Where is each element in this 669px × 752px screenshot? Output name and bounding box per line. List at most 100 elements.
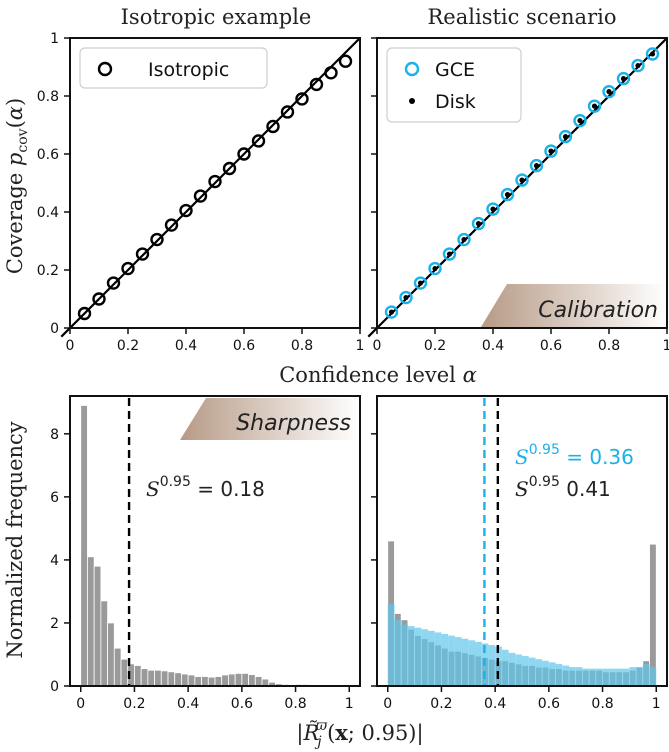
legend-box [79, 47, 268, 89]
bar-gce [508, 652, 516, 686]
y-tick-label: 0.2 [37, 263, 59, 279]
bar [147, 669, 155, 687]
point-gce [471, 216, 486, 231]
bar [134, 665, 142, 687]
point-gce [428, 261, 442, 276]
bar-gce [515, 654, 522, 686]
point-disk [591, 103, 598, 109]
x-tick-label: 0.8 [598, 338, 620, 354]
x-tick-label: 0.6 [540, 338, 562, 354]
bar-gce [548, 662, 556, 686]
point-disk [606, 89, 612, 95]
point-disk [417, 280, 424, 286]
y-tick-label: 0 [50, 679, 59, 695]
bar [241, 672, 249, 687]
point-isotropic [135, 247, 150, 261]
bar-gce [488, 645, 496, 686]
point-isotropic [121, 261, 135, 276]
point-disk [533, 163, 540, 169]
point-disk [548, 148, 554, 154]
bar [261, 678, 270, 687]
point-gce [529, 158, 544, 173]
bar-gce [589, 668, 596, 686]
point-isotropic [193, 189, 208, 203]
y-tick-label: 4 [50, 553, 59, 569]
point-gce [616, 71, 631, 86]
point-disk [388, 309, 395, 315]
x-tick-label: 0 [373, 338, 382, 354]
bar-gce [555, 663, 563, 686]
bar-gce [501, 649, 509, 686]
point-disk [475, 221, 482, 227]
bar-gce [629, 667, 637, 686]
x-tick-label: 0.8 [291, 338, 313, 354]
bar-gce [535, 659, 543, 686]
x-tick-label: 0 [383, 696, 392, 712]
x-tick-label: 1 [652, 696, 661, 712]
point-disk [490, 206, 496, 212]
legend-label: GCE [435, 59, 475, 81]
bar-gce [414, 627, 422, 686]
bar-gce [461, 638, 469, 686]
bar [194, 676, 202, 687]
point-disk [519, 177, 525, 183]
bar [221, 674, 229, 687]
point-isotropic [92, 292, 106, 306]
bottom-y-axis-label: Normalized frequency [3, 421, 27, 658]
x-tick-label: 0 [66, 338, 75, 354]
legend-marker [404, 61, 420, 77]
bar-gce [387, 604, 395, 686]
bar-gce [575, 667, 583, 686]
bar [160, 670, 169, 687]
point-isotropic [208, 174, 222, 189]
bar [214, 676, 223, 687]
bar [87, 556, 95, 687]
bar-gce [649, 667, 657, 686]
y-tick-label: 2 [50, 616, 59, 632]
y-tick-label: 6 [50, 490, 59, 506]
bar-gce [394, 619, 402, 686]
x-tick-label: 1 [345, 696, 354, 712]
point-isotropic [251, 134, 266, 148]
bar-gce [636, 667, 643, 686]
point-isotropic [309, 77, 324, 92]
panel-top-right: 0 0.2 0.4 0.6 0.8 1 GCE Disk Calibration [367, 37, 669, 354]
axes-frame [69, 37, 361, 329]
bar [207, 676, 216, 687]
x-tick-label: 0.2 [123, 696, 145, 712]
bar-gce [495, 646, 502, 686]
bar-gce [528, 657, 536, 686]
bar [254, 676, 263, 687]
axes-frame [69, 395, 361, 687]
bar [107, 622, 115, 687]
tag-sharpness: Sharpness [180, 398, 359, 440]
bar [187, 674, 196, 687]
point-disk [635, 62, 641, 69]
point-disk [403, 294, 409, 301]
bar-gce [582, 668, 590, 686]
tag-background [481, 284, 666, 327]
point-disk [504, 192, 511, 198]
point-gce [399, 290, 413, 305]
panel-top-left: 0 0.2 0.4 0.6 0.8 1 0 0.2 0.4 0.6 0.8 1 Isotropic [37, 31, 365, 354]
point-disk [620, 76, 627, 82]
bar-gce [568, 667, 576, 686]
point-gce [413, 276, 428, 290]
point-disk [562, 134, 569, 140]
bar [140, 668, 149, 687]
point-isotropic [77, 306, 92, 321]
bar-gce [642, 663, 650, 686]
x-tick-label: 0.4 [175, 338, 197, 354]
bar [154, 669, 162, 687]
point-isotropic [338, 54, 353, 68]
point-isotropic [222, 161, 237, 176]
bar-gce [522, 656, 529, 686]
sharpness-annotation: S0.95 = 0.18 [146, 474, 265, 501]
bar [234, 672, 243, 687]
point-disk [649, 51, 656, 57]
point-gce [573, 113, 587, 128]
point-isotropic [295, 92, 309, 106]
point-gce [442, 247, 457, 261]
panel-bottom-right: 0 0.2 0.4 0.6 0.8 1 S0.95 = 0.36 S0.95 0.41 [371, 395, 668, 712]
